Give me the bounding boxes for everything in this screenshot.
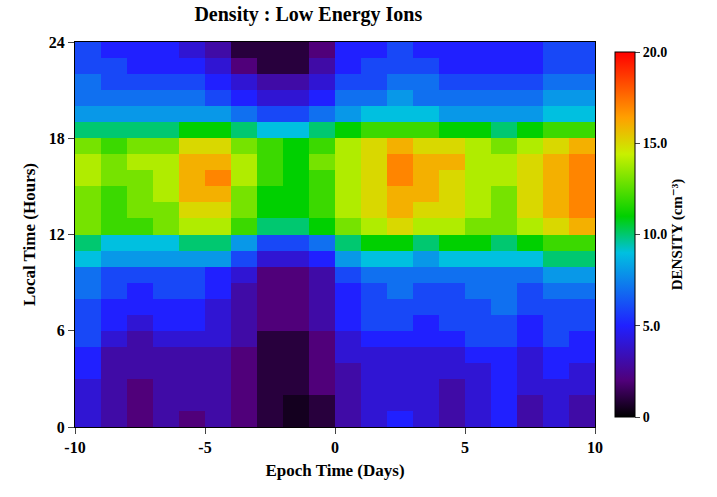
svg-text:24: 24 [49, 34, 65, 51]
svg-text:12: 12 [49, 226, 65, 243]
svg-text:10: 10 [587, 439, 603, 456]
svg-text:-10: -10 [64, 439, 85, 456]
svg-text:Local Time (Hours): Local Time (Hours) [20, 163, 39, 306]
svg-text:5: 5 [461, 439, 469, 456]
svg-text:0: 0 [643, 410, 650, 425]
svg-text:6: 6 [57, 322, 65, 339]
svg-text:20.0: 20.0 [643, 45, 668, 60]
svg-text:15.0: 15.0 [643, 136, 668, 151]
svg-text:0: 0 [331, 439, 339, 456]
svg-text:-5: -5 [198, 439, 211, 456]
svg-text:18: 18 [49, 130, 65, 147]
svg-text:DENSITY (cm⁻³): DENSITY (cm⁻³) [669, 179, 686, 290]
svg-text:Epoch Time (Days): Epoch Time (Days) [265, 461, 404, 480]
svg-text:10.0: 10.0 [643, 227, 668, 242]
svg-text:0: 0 [57, 419, 65, 436]
svg-text:Density : Low Energy Ions: Density : Low Energy Ions [194, 3, 422, 26]
svg-text:5.0: 5.0 [643, 319, 661, 334]
